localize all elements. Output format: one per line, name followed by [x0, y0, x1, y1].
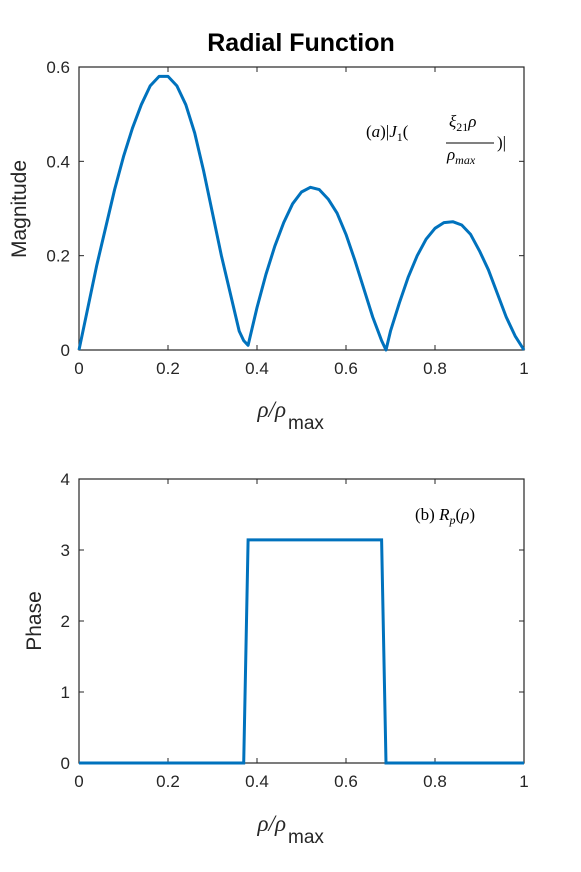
x-tick-label: 0 [74, 772, 83, 791]
y-tick-label: 3 [61, 541, 70, 560]
y-tick-label: 0.4 [46, 152, 70, 171]
x-tick-label: 0.6 [334, 772, 358, 791]
x-tick-label: 1 [519, 359, 528, 378]
x-tick-label: 0.4 [245, 359, 269, 378]
series-line-magnitude [77, 74, 526, 352]
y-tick-label: 1 [61, 683, 70, 702]
annotation-a-numerator: ξ21ρ [449, 112, 476, 134]
x-tick-label: 0.2 [156, 359, 180, 378]
series-line-phase [79, 538, 524, 765]
ticks-a: 0 0.2 0.4 0.6 0.8 1 0 0.2 0.4 0.6 [46, 58, 528, 378]
y-tick-label: 0 [61, 341, 70, 360]
x-tick-label: 0.2 [156, 772, 180, 791]
annotation-a-close: )| [497, 133, 506, 152]
y-axis-label-a: Magnitude [8, 160, 31, 258]
y-tick-label: 0 [61, 754, 70, 773]
x-tick-label: 0.6 [334, 359, 358, 378]
x-tick-label: 0 [74, 359, 83, 378]
x-tick-label: 0.4 [245, 772, 269, 791]
y-tick-label: 4 [61, 470, 70, 489]
panel-magnitude: 0 0.2 0.4 0.6 0.8 1 0 0.2 0.4 0.6 Magnitude ρ/ρ m… [8, 58, 529, 434]
x-axis-label-b: ρ/ρ [257, 811, 286, 836]
x-tick-label: 0.8 [423, 359, 447, 378]
x-tick-label: 1 [519, 772, 528, 791]
chart-title: Radial Function [207, 29, 395, 57]
x-axis-label-sub-a: max [288, 413, 324, 434]
annotation-a-text: (a)|J1( [366, 122, 409, 144]
y-tick-label: 0.2 [46, 247, 70, 266]
y-axis-label-b: Phase [23, 591, 46, 651]
x-tick-label: 0.8 [423, 772, 447, 791]
x-axis-label-a: ρ/ρ [257, 397, 286, 422]
y-tick-label: 2 [61, 612, 70, 631]
y-tick-label: 0.6 [46, 58, 70, 77]
x-axis-label-sub-b: max [288, 827, 324, 848]
plot-frame-a [78, 66, 525, 351]
panel-phase: 0 0.2 0.4 0.6 0.8 1 0 1 2 3 4 Phase ρ/ρ max (b) Rp… [23, 470, 529, 848]
annotation-b: (b) Rp(ρ) [415, 505, 475, 527]
plot-frame-b [78, 478, 525, 764]
ticks-b: 0 0.2 0.4 0.6 0.8 1 0 1 2 3 4 [61, 470, 529, 791]
